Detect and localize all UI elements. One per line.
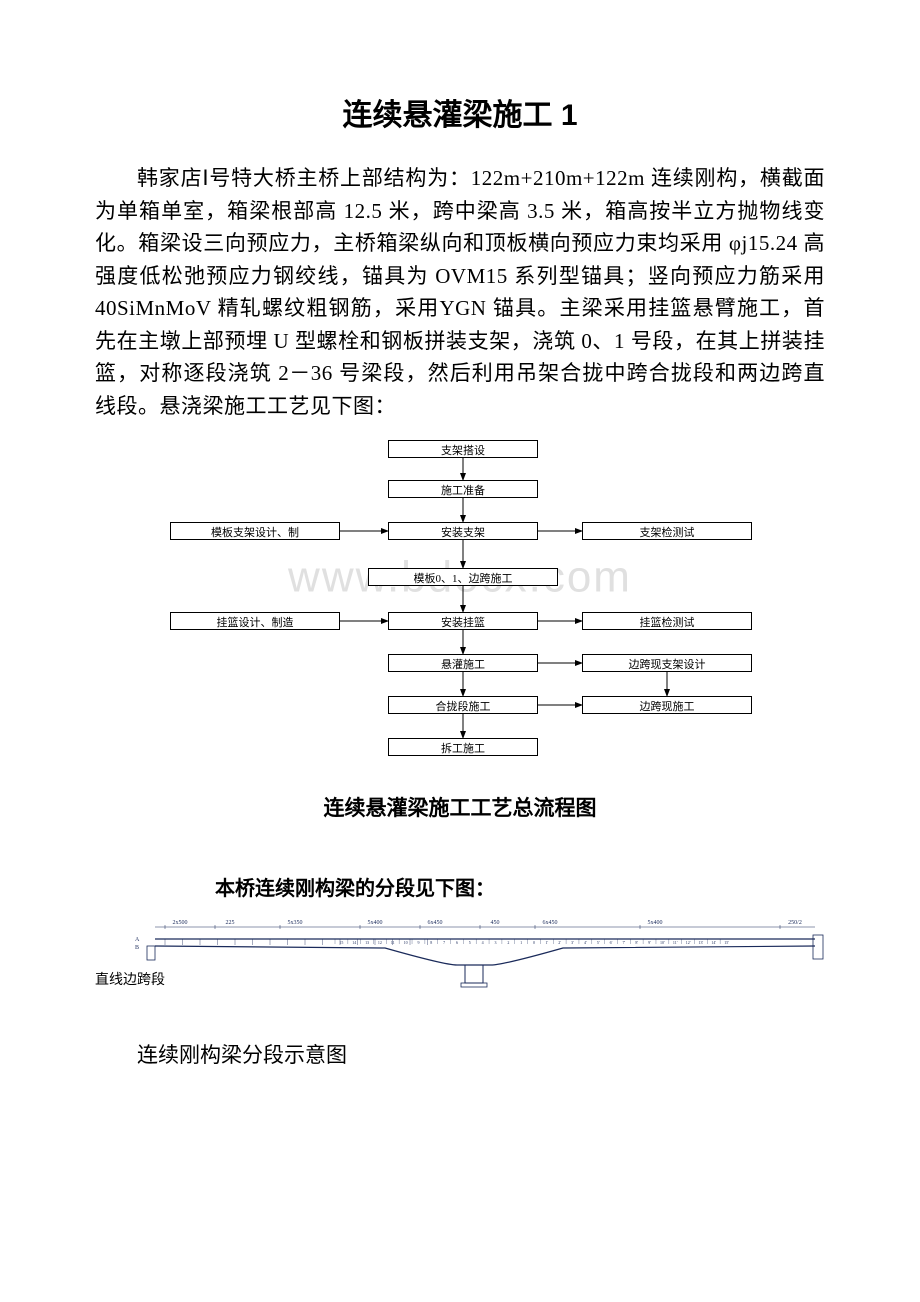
svg-text:3: 3 [494,940,496,945]
svg-text:4': 4' [584,940,587,945]
svg-text:5': 5' [597,940,600,945]
flow-box-r4: 模板0、1、边跨施工 [368,568,558,586]
svg-text:11: 11 [391,940,395,945]
flow-box-r6c: 悬灌施工 [388,654,538,672]
flow-box-r5l: 挂篮设计、制造 [170,612,340,630]
svg-text:250/2: 250/2 [788,920,802,926]
svg-text:4: 4 [482,940,484,945]
flow-box-r8: 拆工施工 [388,738,538,756]
flow-box-r3c: 安装支架 [388,522,538,540]
svg-text:5x400: 5x400 [368,920,383,926]
svg-text:12: 12 [378,940,382,945]
svg-text:225: 225 [226,920,235,926]
bridge-side-label: 直线边跨段 [95,969,165,989]
svg-text:6: 6 [456,940,458,945]
flow-box-r3r: 支架检测试 [582,522,752,540]
flowchart: www.bdocx.com 支架搭设施工准备模板支架设计、制安装支架支架检测试模… [150,440,770,780]
svg-text:5x350: 5x350 [288,920,303,926]
svg-text:6x450: 6x450 [428,920,443,926]
flow-box-r5r: 挂篮检测试 [582,612,752,630]
bridge-subcaption: 本桥连续刚构梁的分段见下图： [215,872,825,901]
svg-text:6x450: 6x450 [543,920,558,926]
bridge-caption: 连续刚构梁分段示意图 [95,1039,825,1069]
flow-box-r5c: 安装挂篮 [388,612,538,630]
svg-text:13: 13 [365,940,369,945]
svg-text:7': 7' [623,940,626,945]
svg-text:B: B [135,945,139,951]
svg-text:2': 2' [558,940,561,945]
svg-text:14: 14 [352,940,356,945]
svg-text:14': 14' [711,940,716,945]
svg-text:10: 10 [404,940,408,945]
svg-text:7: 7 [443,940,445,945]
flow-box-r7r: 边跨现施工 [582,696,752,714]
main-paragraph: 韩家店Ⅰ号特大桥主桥上部结构为：122m+210m+122m 连续刚构，横截面为… [95,162,825,422]
flow-box-r7c: 合拢段施工 [388,696,538,714]
flow-box-r1: 支架搭设 [388,440,538,458]
svg-text:11': 11' [673,940,678,945]
svg-text:3': 3' [571,940,574,945]
page-title: 连续悬灌梁施工 1 [95,90,825,134]
flowchart-container: www.bdocx.com 支架搭设施工准备模板支架设计、制安装支架支架检测试模… [95,440,825,780]
svg-text:5: 5 [469,940,471,945]
bridge-diagram: 2x5002255x3505x4006x4504506x4505x400250/… [95,911,825,991]
flow-box-r6r: 边跨现支架设计 [582,654,752,672]
svg-text:A: A [135,937,140,943]
svg-text:5x400: 5x400 [648,920,663,926]
svg-text:8: 8 [430,940,432,945]
svg-text:1: 1 [520,940,522,945]
svg-text:13': 13' [699,940,704,945]
flowchart-caption: 连续悬灌梁施工工艺总流程图 [95,792,825,822]
svg-text:2x500: 2x500 [173,920,188,926]
svg-text:450: 450 [491,920,500,926]
svg-text:0: 0 [533,940,535,945]
svg-text:15: 15 [339,940,343,945]
flow-box-r2: 施工准备 [388,480,538,498]
svg-text:9': 9' [648,940,651,945]
svg-text:1': 1' [545,940,548,945]
svg-text:10': 10' [660,940,665,945]
svg-text:2: 2 [507,940,509,945]
flow-box-r3l: 模板支架设计、制 [170,522,340,540]
svg-text:12': 12' [686,940,691,945]
svg-text:15': 15' [724,940,729,945]
svg-text:6': 6' [610,940,613,945]
svg-text:8': 8' [635,940,638,945]
svg-text:9: 9 [417,940,419,945]
bridge-svg: 2x5002255x3505x4006x4504506x4505x400250/… [95,911,825,991]
